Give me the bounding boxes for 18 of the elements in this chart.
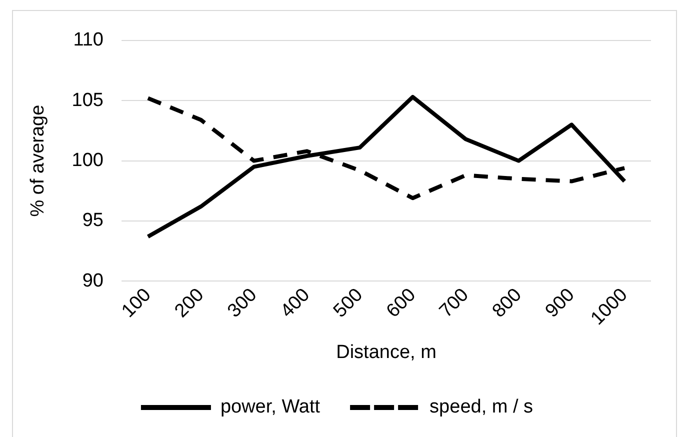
legend-label: speed, m / s <box>430 396 534 418</box>
x-tick-label: 200 <box>170 284 208 322</box>
y-tick-label: 105 <box>72 90 104 111</box>
y-tick-label: 110 <box>73 30 104 51</box>
y-tick-label: 95 <box>82 210 104 232</box>
x-tick-label: 900 <box>542 284 579 322</box>
y-axis-title: % of average <box>28 104 49 217</box>
y-tick-label: 100 <box>72 150 104 172</box>
y-tick-label: 90 <box>82 270 104 292</box>
x-tick-label: 600 <box>382 284 420 322</box>
x-axis-title: Distance, m <box>336 342 436 363</box>
x-tick-label: 800 <box>488 284 526 322</box>
x-tick-label: 700 <box>436 284 473 322</box>
x-tick-label: 500 <box>330 284 368 322</box>
x-tick-label: 400 <box>276 284 314 322</box>
x-tick-label: 300 <box>224 284 262 322</box>
legend-label: power, Watt <box>220 396 321 418</box>
x-tick-label: 100 <box>118 284 156 322</box>
